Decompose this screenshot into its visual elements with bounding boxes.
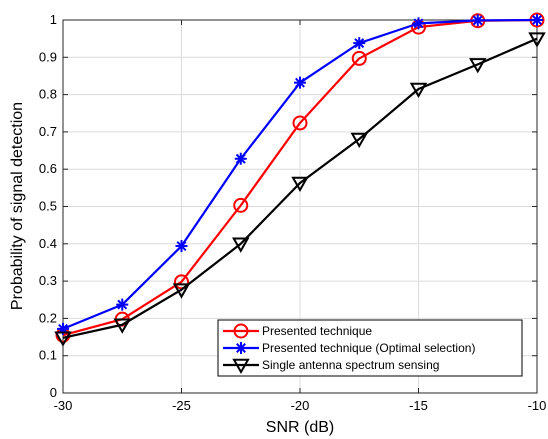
series-1 [57, 14, 543, 335]
legend: Presented technique Presented technique (… [217, 319, 523, 377]
legend-marker [232, 358, 250, 375]
series-line [62, 18, 538, 337]
data-point [54, 331, 72, 347]
data-point [351, 50, 367, 66]
data-point [232, 237, 250, 253]
data-point [234, 152, 247, 165]
data-point [172, 283, 191, 299]
legend-marker [235, 342, 247, 354]
y-tick-label: 0.7 [39, 124, 57, 139]
data-point [469, 58, 487, 74]
legend-label: Presented technique (Optimal selection) [262, 341, 475, 355]
data-point [353, 37, 366, 50]
x-tick-label: -20 [291, 398, 310, 413]
data-point [175, 240, 188, 253]
x-tick-label: -25 [172, 398, 191, 413]
data-point [409, 82, 428, 99]
y-axis-label: Probability of signal detection [9, 102, 26, 310]
y-tick-label: 0.6 [39, 161, 57, 176]
legend-marker [233, 323, 249, 339]
data-point [471, 14, 484, 27]
data-point [113, 318, 131, 334]
y-tick-label: 0.4 [39, 236, 57, 251]
y-tick-label: 0.5 [39, 199, 57, 214]
axis-ticks: -30 -25 -20 -15 -10 0 0.1 0.2 0.3 0.4 0.5 0.6 0.7 0.8… [39, 12, 546, 413]
data-point [294, 76, 306, 89]
y-tick-label: 0.9 [39, 49, 57, 64]
x-tick-label: -10 [528, 398, 547, 413]
legend-label: Single antenna spectrum sensing [262, 358, 439, 372]
series-line [62, 37, 538, 339]
data-point [412, 17, 425, 30]
legend-label: Presented technique [262, 324, 372, 338]
data-point [531, 14, 543, 26]
data-point [233, 197, 249, 213]
legend-item: Single antenna spectrum sensing [223, 358, 439, 375]
x-tick-label: -30 [54, 398, 73, 413]
series-group [54, 12, 546, 347]
y-tick-label: 1 [50, 12, 57, 27]
legend-box [217, 319, 523, 377]
data-point [292, 115, 308, 131]
y-tick-label: 0.1 [39, 348, 57, 363]
legend-item: Presented technique (Optimal selection) [223, 341, 475, 355]
series-2 [54, 32, 546, 347]
data-point [116, 298, 129, 311]
y-tick-label: 0.3 [39, 273, 57, 288]
y-tick-label: 0 [50, 385, 57, 400]
y-tick-label: 0.2 [39, 310, 57, 325]
legend-item: Presented technique [223, 323, 372, 339]
data-point [528, 32, 546, 48]
y-tick-label: 0.8 [39, 87, 57, 102]
x-axis-label: SNR (dB) [266, 419, 334, 436]
x-tick-label: -15 [409, 398, 428, 413]
data-point [350, 132, 368, 149]
data-point [291, 176, 309, 193]
